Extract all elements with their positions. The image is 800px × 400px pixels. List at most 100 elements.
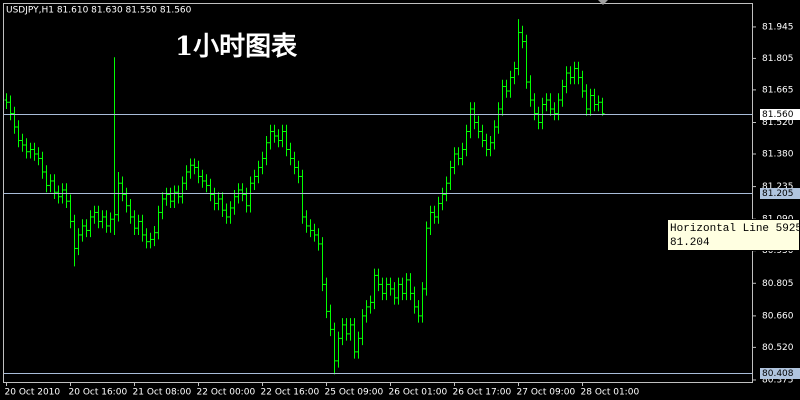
- ohlc-bar: [400, 277, 405, 301]
- x-tick-label: 20 Oct 16:00: [69, 388, 128, 398]
- ohlc-bar: [52, 174, 57, 199]
- x-tick-label: 25 Oct 09:00: [325, 388, 384, 398]
- ohlc-bar: [360, 309, 365, 346]
- ohlc-bar: [120, 176, 125, 202]
- chart-header: USDJPY,H1 81.610 81.630 81.550 81.560: [6, 6, 192, 16]
- ohlc-bar: [84, 219, 89, 238]
- ohlc-bar: [344, 318, 349, 341]
- ohlc-bar: [512, 61, 517, 85]
- ohlc-bar: [64, 183, 69, 208]
- ohlc-bar: [12, 106, 17, 134]
- ohlc-bar: [468, 102, 473, 139]
- price-label: 81.560: [762, 110, 794, 120]
- ohlc-bar: [72, 214, 77, 267]
- ohlc-bar: [44, 165, 49, 193]
- ohlc-bar: [212, 187, 217, 211]
- x-tick-label: 27 Oct 09:00: [517, 388, 576, 398]
- ohlc-bar: [160, 192, 165, 220]
- ohlc-bar: [364, 300, 369, 323]
- ohlc-bar: [24, 138, 29, 159]
- ohlc-bar: [440, 187, 445, 211]
- y-tick-label: 81.520: [762, 118, 794, 128]
- ohlc-bar: [152, 225, 157, 247]
- ohlc-bar: [88, 210, 93, 238]
- ohlc-bar: [444, 176, 449, 202]
- x-tick-label: 20 Oct 2010: [5, 388, 61, 398]
- ohlc-bar: [164, 187, 169, 206]
- ohlc-bar: [280, 124, 285, 148]
- ohlc-bar: [340, 318, 345, 346]
- y-tick-label: 81.945: [762, 22, 794, 32]
- ohlc-bar: [116, 171, 121, 222]
- price-label: 80.408: [762, 369, 794, 379]
- shift-marker: [598, 0, 608, 5]
- ohlc-bar: [500, 79, 505, 116]
- ohlc-bar: [580, 70, 585, 98]
- ohlc-bar: [412, 286, 417, 314]
- ohlc-bar: [136, 214, 141, 235]
- ohlc-bar: [504, 79, 509, 98]
- ohlc-bar: [68, 194, 73, 229]
- x-tick-label: 21 Oct 08:00: [133, 388, 192, 398]
- ohlc-bar: [588, 88, 593, 116]
- y-tick-label: 80.375: [762, 375, 794, 385]
- ohlc-bar: [472, 102, 477, 130]
- ohlc-bar: [348, 318, 353, 341]
- ohlc-bar: [460, 142, 465, 166]
- ohlc-bar: [260, 151, 265, 175]
- ohlc-bar: [548, 93, 553, 116]
- ohlc-bar: [532, 93, 537, 121]
- ohlc-bar: [424, 221, 429, 296]
- ohlc-bar: [492, 120, 497, 150]
- ohlc-bar: [432, 205, 437, 224]
- ohlc-bar: [196, 160, 201, 184]
- ohlc-bar: [592, 88, 597, 112]
- ohlc-bar: [352, 318, 357, 359]
- ohlc-bar: [476, 115, 481, 139]
- ohlc-bar: [560, 79, 565, 107]
- chart-title: 1小时图表: [175, 32, 298, 62]
- ohlc-bar: [596, 95, 601, 112]
- y-tick-label: 81.235: [762, 182, 794, 192]
- ohlc-bar: [56, 185, 61, 204]
- ohlc-bar: [256, 160, 261, 184]
- ohlc-bar: [284, 124, 289, 157]
- ohlc-bar: [452, 147, 457, 175]
- ohlc-bar: [332, 322, 337, 375]
- ohlc-bar: [488, 135, 493, 157]
- ohlc-bar: [456, 147, 461, 166]
- ohlc-bar: [36, 147, 41, 166]
- ohlc-bar: [252, 169, 257, 190]
- tooltip-title: Horizontal Line 59253: [670, 223, 800, 235]
- y-tick-label: 81.380: [762, 149, 794, 159]
- plot-frame: [3, 3, 753, 383]
- ohlc-bar: [296, 160, 301, 184]
- ohlc-bar: [480, 124, 485, 148]
- x-tick-label: 22 Oct 00:00: [197, 388, 256, 398]
- ohlc-bar: [484, 133, 489, 157]
- ohlc-bar: [228, 201, 233, 224]
- ohlc-bar: [240, 183, 245, 202]
- ohlc-bar: [536, 106, 541, 130]
- ohlc-bar: [420, 282, 425, 323]
- ohlc-bar: [276, 129, 281, 148]
- ohlc-bar: [224, 203, 229, 224]
- ohlc-bar: [172, 185, 177, 208]
- ohlc-bar: [316, 228, 321, 251]
- ohlc-bar: [148, 232, 153, 249]
- ohlc-bar: [132, 210, 137, 235]
- ohlc-bar: [112, 57, 117, 235]
- ohlc-bar: [32, 142, 37, 161]
- ohlc-bar: [540, 97, 545, 130]
- ohlc-bar: [304, 210, 309, 233]
- x-tick-label: 28 Oct 01:00: [581, 388, 640, 398]
- ohlc-bar: [40, 151, 45, 179]
- ohlc-bar: [288, 142, 293, 166]
- ohlc-bar: [396, 277, 401, 305]
- ohlc-bar: [556, 93, 561, 121]
- ohlc-bar: [584, 84, 589, 116]
- ohlc-bar: [368, 295, 373, 314]
- ohlc-bar: [144, 228, 149, 249]
- ohlc-bar: [16, 120, 21, 148]
- tooltip-value: 81.204: [670, 237, 710, 249]
